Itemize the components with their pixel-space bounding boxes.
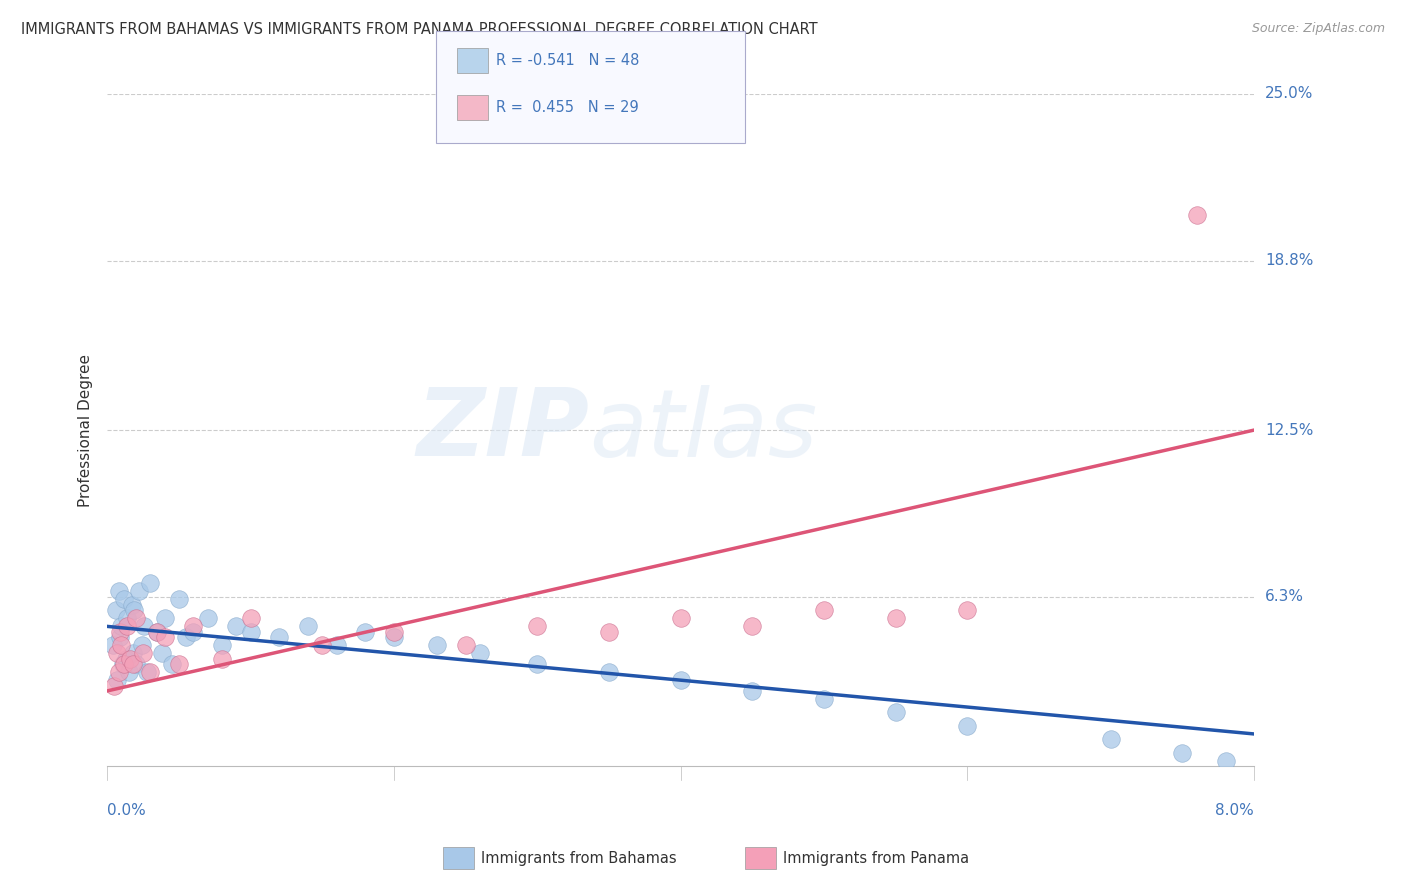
Point bbox=[134, 619, 156, 633]
Point bbox=[884, 611, 907, 625]
Point bbox=[354, 624, 377, 639]
Point bbox=[884, 706, 907, 720]
Point bbox=[382, 630, 405, 644]
Point bbox=[146, 624, 169, 639]
Text: atlas: atlas bbox=[589, 384, 817, 475]
Point bbox=[225, 619, 247, 633]
Point bbox=[115, 619, 138, 633]
Point bbox=[526, 657, 548, 671]
Point bbox=[311, 638, 333, 652]
Point bbox=[115, 611, 138, 625]
Text: 0.0%: 0.0% bbox=[107, 803, 146, 818]
Point bbox=[598, 624, 620, 639]
Point bbox=[132, 646, 155, 660]
Point bbox=[108, 624, 131, 639]
Point bbox=[139, 576, 162, 591]
Point bbox=[125, 611, 148, 625]
Point bbox=[160, 657, 183, 671]
Point bbox=[181, 619, 204, 633]
Point bbox=[153, 611, 176, 625]
Text: R =  0.455   N = 29: R = 0.455 N = 29 bbox=[496, 100, 640, 114]
Point bbox=[108, 630, 131, 644]
Text: 25.0%: 25.0% bbox=[1265, 87, 1313, 102]
Point bbox=[598, 665, 620, 679]
Point bbox=[120, 651, 142, 665]
Text: 12.5%: 12.5% bbox=[1265, 423, 1313, 438]
Point bbox=[956, 603, 979, 617]
Point bbox=[150, 646, 173, 660]
Y-axis label: Professional Degree: Professional Degree bbox=[79, 353, 93, 507]
Point bbox=[197, 611, 219, 625]
Point bbox=[167, 592, 190, 607]
Point bbox=[111, 657, 134, 671]
Point bbox=[121, 598, 143, 612]
Point bbox=[105, 673, 128, 688]
Text: Immigrants from Bahamas: Immigrants from Bahamas bbox=[481, 851, 676, 865]
Point bbox=[741, 684, 763, 698]
Point bbox=[104, 603, 127, 617]
Point bbox=[107, 665, 129, 679]
Point bbox=[1215, 754, 1237, 768]
Point bbox=[128, 584, 150, 599]
Point bbox=[813, 692, 835, 706]
Point bbox=[174, 630, 197, 644]
Text: 8.0%: 8.0% bbox=[1215, 803, 1254, 818]
Point bbox=[146, 624, 169, 639]
Text: IMMIGRANTS FROM BAHAMAS VS IMMIGRANTS FROM PANAMA PROFESSIONAL DEGREE CORRELATIO: IMMIGRANTS FROM BAHAMAS VS IMMIGRANTS FR… bbox=[21, 22, 818, 37]
Point bbox=[269, 630, 291, 644]
Text: ZIP: ZIP bbox=[416, 384, 589, 476]
Point bbox=[114, 651, 136, 665]
Point bbox=[181, 624, 204, 639]
Point bbox=[382, 624, 405, 639]
Point bbox=[139, 665, 162, 679]
Point bbox=[454, 638, 477, 652]
Point bbox=[426, 638, 449, 652]
Point bbox=[239, 611, 262, 625]
Point bbox=[669, 611, 692, 625]
Text: R = -0.541   N = 48: R = -0.541 N = 48 bbox=[496, 54, 640, 68]
Point bbox=[103, 679, 125, 693]
Point bbox=[136, 665, 159, 679]
Point bbox=[526, 619, 548, 633]
Point bbox=[297, 619, 319, 633]
Point bbox=[468, 646, 491, 660]
Point bbox=[112, 657, 135, 671]
Point bbox=[1171, 746, 1194, 760]
Point bbox=[124, 603, 146, 617]
Point bbox=[110, 619, 132, 633]
Text: Immigrants from Panama: Immigrants from Panama bbox=[783, 851, 969, 865]
Point bbox=[131, 638, 153, 652]
Point bbox=[112, 592, 135, 607]
Point bbox=[122, 657, 145, 671]
Point bbox=[211, 651, 233, 665]
Point bbox=[122, 646, 145, 660]
Point bbox=[105, 646, 128, 660]
Point bbox=[956, 719, 979, 733]
Point bbox=[813, 603, 835, 617]
Point bbox=[1099, 732, 1122, 747]
Text: 18.8%: 18.8% bbox=[1265, 253, 1313, 268]
Point bbox=[167, 657, 190, 671]
Point bbox=[1185, 208, 1208, 222]
Point bbox=[239, 624, 262, 639]
Point bbox=[107, 584, 129, 599]
Point bbox=[325, 638, 347, 652]
Point bbox=[118, 665, 141, 679]
Point bbox=[125, 657, 148, 671]
Point bbox=[153, 630, 176, 644]
Point bbox=[741, 619, 763, 633]
Text: Source: ZipAtlas.com: Source: ZipAtlas.com bbox=[1251, 22, 1385, 36]
Point bbox=[211, 638, 233, 652]
Point bbox=[101, 638, 124, 652]
Point bbox=[110, 638, 132, 652]
Point bbox=[669, 673, 692, 688]
Text: 6.3%: 6.3% bbox=[1265, 590, 1305, 604]
